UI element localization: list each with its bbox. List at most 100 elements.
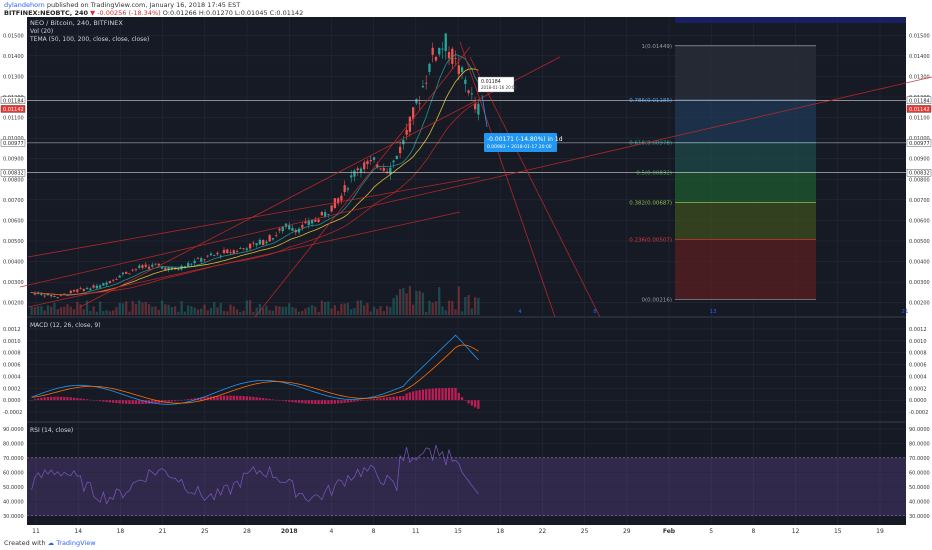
macd-hist-bar	[353, 400, 356, 402]
candle-body	[297, 228, 301, 233]
macd-line	[31, 334, 479, 405]
candle-body	[340, 195, 343, 201]
volume-bar	[222, 310, 226, 315]
macd-hist-bar	[291, 400, 294, 403]
y-tick-label-right: 0.01300	[909, 74, 930, 80]
macd-hist-bar	[467, 400, 470, 404]
volume-bar	[59, 307, 63, 315]
x-tick-label: 28	[243, 528, 251, 535]
macd-hist-bar	[402, 395, 405, 401]
fib-level-label: 0(0.00216)	[641, 297, 672, 303]
candles-group	[30, 32, 480, 315]
candle-body	[425, 82, 428, 84]
candle-body	[434, 56, 438, 61]
macd-hist-bar	[473, 400, 477, 408]
candle-body	[444, 33, 447, 51]
callout-main: -0.00171 (-14.80%) in 1d0.00983 • 2018-0…	[484, 133, 563, 152]
macd-tick-left: 0.0012	[3, 327, 21, 333]
candle-body	[53, 295, 56, 297]
volume-bar	[105, 310, 108, 315]
volume-bar	[206, 310, 209, 315]
price-label-left: 0.00832	[3, 171, 24, 177]
price-label-right: 0.00832	[909, 171, 930, 177]
candle-body	[46, 293, 50, 296]
candle-body	[222, 249, 226, 253]
volume-bar	[271, 310, 275, 315]
price-label-left: 0.00977	[3, 141, 24, 147]
macd-title: MACD (12, 26, close, 9)	[30, 322, 101, 329]
tradingview-brand-link[interactable]: TradingView	[56, 539, 96, 547]
candle-body	[255, 243, 258, 246]
candle-body	[454, 58, 457, 59]
fib-zone	[675, 100, 816, 143]
price-label-right: 0.01142	[909, 107, 930, 113]
chart-svg[interactable]: 11 14 18 21 25 28 2018 4 8 11 15 18 22 25 29 Feb 5 8 12 15 1…	[0, 17, 932, 538]
candle-body	[392, 160, 395, 163]
candle-body	[405, 129, 408, 135]
price-label-right-box	[906, 105, 932, 113]
macd-hist-bar	[144, 400, 147, 404]
y-tick-label-left: 0.00300	[3, 280, 24, 286]
volume-bar	[245, 300, 248, 315]
candle-body	[275, 234, 278, 236]
volume-bar	[53, 302, 56, 315]
candle-body	[421, 86, 425, 88]
macd-hist-bar	[46, 396, 50, 401]
candle-body	[291, 228, 294, 231]
macd-hist-bar	[363, 400, 366, 401]
volume-bar	[187, 305, 190, 315]
candle-body	[271, 238, 275, 240]
volume-bar	[170, 306, 173, 315]
macd-tick-right: 0.0012	[909, 327, 927, 333]
candle-body	[330, 205, 333, 212]
candle-body	[235, 251, 239, 252]
candle-body	[203, 259, 206, 261]
macd-hist-bar	[248, 396, 252, 401]
volume-bar	[460, 311, 464, 315]
price-label-left: 0.01184	[3, 98, 24, 104]
macd-hist-bar	[271, 399, 275, 401]
macd-hist-bar	[30, 400, 33, 401]
x-tick-label: 25	[581, 528, 589, 535]
volume-bar	[144, 302, 147, 315]
volume-bar	[112, 310, 115, 315]
macd-hist-bar	[464, 400, 467, 401]
candle-body	[177, 268, 180, 270]
candle-body	[108, 280, 112, 283]
rsi-tick-right: 60.0000	[909, 470, 930, 476]
rsi-tick-right: 90.0000	[909, 427, 930, 433]
y-tick-label-right: 0.00200	[909, 301, 930, 307]
macd-hist-bar	[33, 399, 37, 401]
macd-hist-bar	[72, 397, 76, 401]
macd-hist-bar	[366, 399, 369, 401]
author-link[interactable]: dylandehorn	[4, 1, 45, 9]
volume-bar	[102, 311, 105, 315]
symbol-label: BITFINEX:NEOBTC, 240	[4, 9, 89, 17]
candle-body	[307, 220, 310, 225]
volume-bar	[408, 286, 412, 315]
candle-body	[310, 220, 314, 224]
trend-line	[79, 56, 561, 308]
candle-body	[63, 293, 66, 295]
symbol-info: BITFINEX:NEOBTC, 240 ▼ -0.00256 (-18.34%…	[4, 9, 303, 17]
macd-hist-bar	[85, 399, 89, 401]
y-tick-label-left: 0.00700	[3, 198, 24, 204]
volume-bar	[193, 307, 196, 315]
y-tick-label-right: 0.00800	[909, 177, 930, 183]
macd-hist-bar	[63, 396, 66, 401]
macd-tick-left: 0.0004	[3, 374, 21, 380]
volume-bar	[477, 297, 480, 315]
volume-bar	[219, 302, 222, 315]
volume-bar	[226, 311, 229, 315]
volume-bar	[382, 311, 385, 315]
macd-hist-bar	[112, 400, 115, 403]
volume-bar	[154, 306, 157, 315]
fib-zone	[675, 45, 816, 101]
volume-bar	[320, 300, 323, 315]
macd-hist-bar	[359, 400, 363, 401]
candle-body	[398, 146, 402, 154]
macd-hist-bar	[190, 398, 193, 401]
x-tick-label: 8	[372, 528, 376, 535]
candle-body	[252, 242, 255, 244]
rsi-title: RSI (14, close)	[30, 427, 73, 434]
